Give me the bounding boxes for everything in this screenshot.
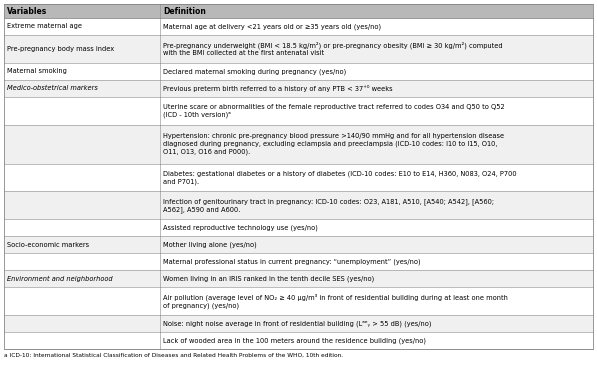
Bar <box>4 253 593 270</box>
Text: Definition: Definition <box>163 7 206 15</box>
Text: Assisted reproductive technology use (yes/no): Assisted reproductive technology use (ye… <box>163 224 318 231</box>
Text: a ICD-10: International Statistical Classification of Diseases and Related Healt: a ICD-10: International Statistical Clas… <box>4 353 343 358</box>
Text: Uterine scare or abnormalities of the female reproductive tract referred to code: Uterine scare or abnormalities of the fe… <box>163 104 505 118</box>
Bar <box>4 125 593 164</box>
Text: Extreme maternal age: Extreme maternal age <box>7 23 82 30</box>
Text: Medico-obstetrical markers: Medico-obstetrical markers <box>7 85 98 91</box>
Bar <box>4 97 593 125</box>
Bar <box>4 332 593 349</box>
Bar <box>4 236 593 253</box>
Bar <box>4 18 593 35</box>
Bar <box>4 191 593 219</box>
Text: Previous preterm birth referred to a history of any PTB < 37⁺⁰ weeks: Previous preterm birth referred to a his… <box>163 85 393 92</box>
Bar <box>4 63 593 80</box>
Text: Pre-pregnancy underweight (BMI < 18.5 kg/m²) or pre-pregnancy obesity (BMI ≥ 30 : Pre-pregnancy underweight (BMI < 18.5 kg… <box>163 41 503 57</box>
Text: Variables: Variables <box>7 7 47 15</box>
Text: Hypertension: chronic pre-pregnancy blood pressure >140/90 mmHg and for all hype: Hypertension: chronic pre-pregnancy bloo… <box>163 133 504 155</box>
Text: Air pollution (average level of NO₂ ≥ 40 μg/m³ in front of residential building : Air pollution (average level of NO₂ ≥ 40… <box>163 293 508 309</box>
Bar <box>4 287 593 315</box>
Text: Maternal age at delivery <21 years old or ≥35 years old (yes/no): Maternal age at delivery <21 years old o… <box>163 23 381 30</box>
Bar <box>4 80 593 97</box>
Text: Noise: night noise average in front of residential building (Lᵃᵉᵧ > 55 dB) (yes/: Noise: night noise average in front of r… <box>163 320 432 327</box>
Bar <box>4 315 593 332</box>
Text: Mother living alone (yes/no): Mother living alone (yes/no) <box>163 242 257 248</box>
Bar <box>4 4 593 18</box>
Text: Maternal smoking: Maternal smoking <box>7 68 67 74</box>
Text: Environment and neighborhood: Environment and neighborhood <box>7 276 113 282</box>
Bar <box>4 219 593 236</box>
Text: Infection of genitourinary tract in pregnancy: ICD-10 codes: O23, A181, A510, [A: Infection of genitourinary tract in preg… <box>163 198 494 213</box>
Bar <box>4 270 593 287</box>
Text: Pre-pregnancy body mass index: Pre-pregnancy body mass index <box>7 46 114 52</box>
Text: Diabetes: gestational diabetes or a history of diabetes (ICD-10 codes: E10 to E1: Diabetes: gestational diabetes or a hist… <box>163 170 517 185</box>
Bar <box>4 164 593 191</box>
Text: Declared maternal smoking during pregnancy (yes/no): Declared maternal smoking during pregnan… <box>163 68 346 74</box>
Bar <box>4 35 593 63</box>
Text: Women living in an IRIS ranked in the tenth decile SES (yes/no): Women living in an IRIS ranked in the te… <box>163 276 374 282</box>
Text: Socio-economic markers: Socio-economic markers <box>7 242 89 248</box>
Text: Maternal professional status in current pregnancy: “unemployment” (yes/no): Maternal professional status in current … <box>163 258 421 265</box>
Text: Lack of wooded area in the 100 meters around the residence building (yes/no): Lack of wooded area in the 100 meters ar… <box>163 337 426 344</box>
